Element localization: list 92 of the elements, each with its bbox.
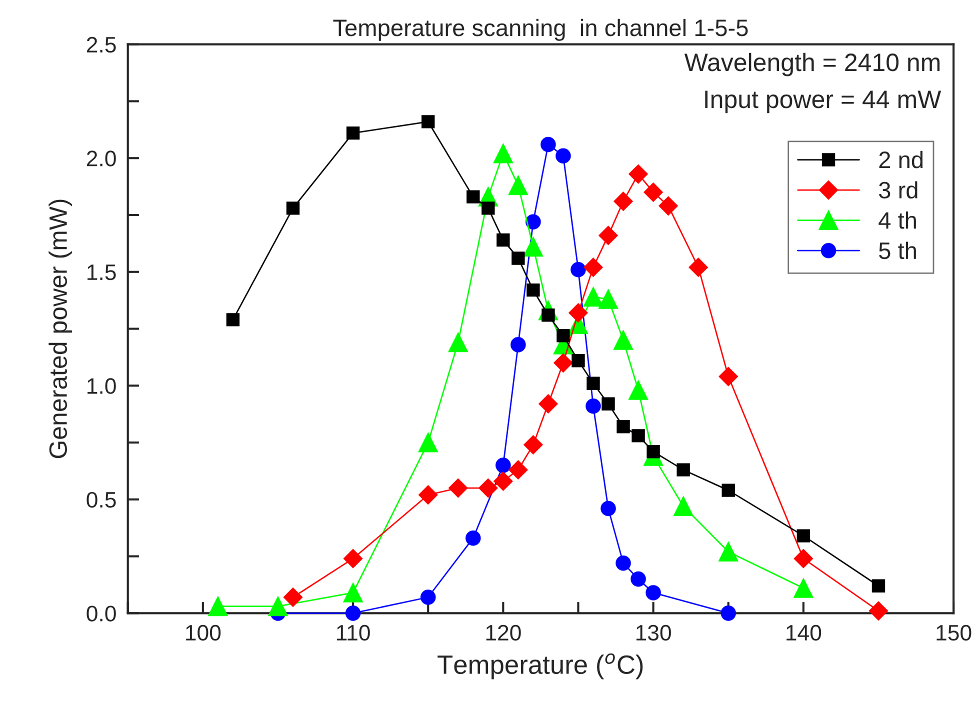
point	[718, 367, 738, 386]
point	[586, 376, 600, 390]
point	[345, 606, 361, 621]
point	[343, 582, 363, 602]
legend-label: 3 rd	[878, 181, 918, 199]
point	[720, 606, 736, 621]
point	[644, 182, 663, 202]
point	[556, 148, 571, 164]
point	[586, 398, 601, 414]
point	[614, 192, 633, 211]
x-axis-title: Temperature ($^{o}$C)	[438, 653, 643, 680]
point	[496, 458, 511, 473]
point	[598, 289, 618, 309]
point	[616, 420, 630, 434]
point	[496, 233, 510, 247]
point	[418, 485, 438, 504]
point	[268, 596, 288, 616]
point	[524, 435, 543, 454]
y-tick-label: 2.5	[86, 36, 116, 53]
point	[344, 549, 363, 568]
point	[584, 287, 603, 307]
point	[614, 330, 633, 350]
annotation: Input power = 44 mW	[705, 90, 942, 114]
y-tick-label: 0.0	[86, 606, 116, 622]
point	[540, 136, 556, 152]
point	[718, 542, 738, 562]
point	[283, 588, 303, 607]
point	[658, 196, 678, 216]
point	[510, 337, 526, 352]
point	[482, 202, 495, 215]
point	[512, 252, 525, 265]
legend-label: 2 nd	[879, 150, 923, 168]
point	[466, 190, 480, 204]
y-axis-title: Generated power (mW)	[48, 200, 72, 458]
x-tick-label: 110	[337, 624, 370, 641]
point	[572, 354, 585, 368]
y-tick-label: 1.5	[88, 264, 116, 280]
x-tick-label: 120	[486, 624, 521, 641]
point	[868, 601, 888, 620]
x-tick-label: 150	[936, 624, 972, 641]
point	[674, 496, 694, 516]
y-tick-label: 0.5	[86, 492, 116, 508]
point	[630, 571, 646, 587]
point	[568, 303, 588, 322]
x-tick-label: 100	[186, 624, 221, 641]
point	[794, 578, 814, 598]
point	[676, 463, 690, 476]
point	[226, 313, 240, 326]
point	[448, 332, 468, 352]
point	[494, 472, 513, 491]
point	[538, 394, 558, 414]
x-tick-label: 130	[636, 624, 671, 641]
point	[508, 176, 528, 196]
point	[584, 258, 603, 277]
point	[598, 226, 618, 246]
point	[602, 397, 615, 410]
y-tick-label: 2.0	[86, 150, 116, 166]
chart-title: Temperature scanning in channel 1-5-5	[333, 18, 748, 41]
point	[422, 115, 435, 128]
y-tick-label: 1.0	[88, 378, 116, 394]
point	[346, 126, 360, 140]
point	[420, 590, 436, 605]
legend-label: 4 th	[878, 211, 916, 229]
point	[722, 484, 735, 497]
point	[616, 555, 631, 571]
point	[208, 596, 228, 616]
point	[526, 214, 541, 230]
point	[523, 237, 543, 257]
point	[796, 529, 810, 542]
point	[478, 478, 498, 498]
point	[600, 500, 616, 516]
point	[448, 478, 468, 498]
x-tick-label: 140	[786, 624, 822, 641]
annotation: Wavelength = 2410 nm	[684, 52, 940, 76]
point	[286, 202, 300, 215]
point	[570, 262, 586, 278]
point	[872, 579, 886, 592]
point	[794, 549, 813, 568]
legend-label: 5 th	[879, 242, 916, 260]
point	[632, 429, 645, 442]
point	[418, 432, 438, 452]
point	[493, 144, 513, 164]
point	[466, 530, 481, 546]
point	[554, 353, 573, 372]
point	[628, 164, 648, 184]
point	[628, 380, 648, 400]
point	[556, 328, 570, 342]
point	[508, 460, 528, 480]
point	[688, 258, 708, 277]
point	[646, 585, 661, 600]
point	[646, 445, 660, 458]
point	[526, 283, 540, 297]
